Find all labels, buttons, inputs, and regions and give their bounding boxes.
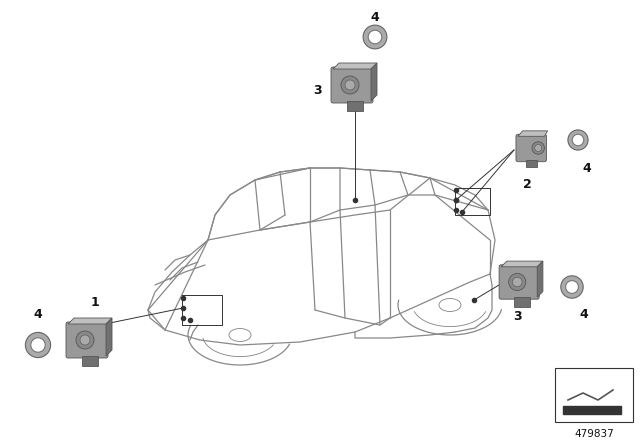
Ellipse shape [532,142,545,154]
Ellipse shape [80,335,90,345]
Ellipse shape [509,273,526,291]
Polygon shape [106,318,112,356]
Ellipse shape [535,145,541,151]
Ellipse shape [363,25,387,49]
Ellipse shape [566,280,579,293]
Ellipse shape [561,276,583,298]
Text: 4: 4 [371,10,380,23]
Text: 1: 1 [91,296,99,309]
Ellipse shape [513,277,522,287]
Ellipse shape [439,298,461,311]
Text: 4: 4 [34,307,42,320]
Bar [347,101,363,111]
Bar [555,368,633,422]
Text: 4: 4 [582,161,591,175]
FancyBboxPatch shape [516,134,547,162]
Bar [515,297,530,307]
Polygon shape [537,261,543,297]
Polygon shape [333,63,377,69]
Ellipse shape [76,331,94,349]
Bar [526,159,537,167]
Polygon shape [371,63,377,101]
Ellipse shape [572,134,584,146]
Ellipse shape [345,80,355,90]
Ellipse shape [26,332,51,358]
Polygon shape [501,261,543,267]
Polygon shape [563,406,621,414]
Text: 3: 3 [513,310,522,323]
Ellipse shape [568,130,588,150]
Text: 479837: 479837 [574,429,614,439]
Bar [82,356,98,366]
Ellipse shape [368,30,382,44]
FancyBboxPatch shape [66,322,108,358]
Ellipse shape [31,338,45,352]
FancyBboxPatch shape [331,67,373,103]
Text: 2: 2 [523,177,531,190]
FancyBboxPatch shape [499,265,540,299]
Text: 4: 4 [580,307,588,320]
Ellipse shape [229,328,251,341]
Polygon shape [68,318,112,324]
Ellipse shape [341,76,359,94]
Polygon shape [518,131,548,136]
Text: 3: 3 [313,83,321,96]
